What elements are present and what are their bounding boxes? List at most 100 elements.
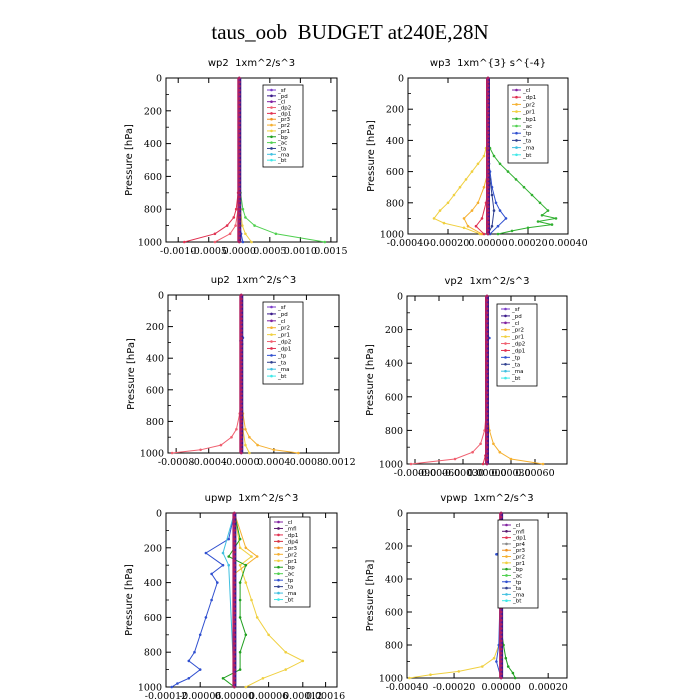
zero-profile-point <box>486 96 490 99</box>
series-point <box>210 598 213 602</box>
series-point <box>234 207 238 211</box>
y-tick-label: 200 <box>144 106 162 117</box>
x-tick-label: 0.00012 <box>283 691 322 700</box>
legend-label: _dp2 <box>277 340 291 346</box>
zero-profile-point <box>237 195 241 199</box>
y-tick-label: 0 <box>397 509 403 520</box>
x-tick-label: 0.00020 <box>508 238 547 249</box>
series-point <box>492 154 496 158</box>
series-point <box>550 223 554 226</box>
zero-profile-point <box>239 412 243 415</box>
zero-profile-point <box>237 109 241 113</box>
series-line-dp1 <box>184 78 240 243</box>
x-tick-label: -0.00020 <box>427 238 470 249</box>
zero-profile-point <box>485 378 489 382</box>
legend-marker <box>505 530 508 533</box>
plot-title: vpwp 1xm^2/s^3 <box>440 493 533 504</box>
zero-profile-point <box>237 228 241 232</box>
zero-profile-point <box>239 317 243 321</box>
legend-marker <box>505 542 508 546</box>
zero-profile-point <box>237 170 241 174</box>
legend-label: _mfl <box>284 526 297 532</box>
zero-profile-point <box>237 142 241 146</box>
legend-marker <box>515 131 518 135</box>
legend-marker <box>505 586 508 590</box>
zero-profile-point <box>485 399 489 403</box>
zero-profile-point <box>486 166 490 170</box>
legend-marker <box>270 340 273 343</box>
zero-profile-point <box>499 660 503 663</box>
series-point <box>458 185 462 189</box>
series-point <box>176 682 179 685</box>
legend-marker <box>277 591 280 595</box>
series-point <box>227 537 230 541</box>
zero-profile-point <box>239 305 243 309</box>
zero-profile-point <box>485 391 489 394</box>
y-tick-label: 600 <box>385 608 403 619</box>
legend-marker <box>270 129 273 133</box>
zero-profile-point <box>486 115 490 119</box>
zero-profile-point <box>485 374 489 378</box>
legend-marker <box>504 307 507 311</box>
series-point <box>522 185 526 189</box>
x-tick-label: 0.00030 <box>491 468 530 479</box>
zero-profile-point <box>485 336 489 340</box>
zero-profile-point <box>486 174 490 177</box>
legend-label: _dp2 <box>277 106 291 112</box>
legend-marker <box>515 153 518 157</box>
zero-profile-point <box>239 313 243 317</box>
zero-profile-point <box>239 400 243 404</box>
zero-profile-point <box>237 166 241 170</box>
series-point <box>481 462 485 466</box>
plot-frame <box>406 512 568 679</box>
series-point <box>498 209 502 212</box>
legend-label: _dp1 <box>522 95 536 101</box>
zero-profile-point <box>239 392 243 396</box>
legend-label: _ma <box>522 146 534 152</box>
zero-profile-point <box>499 655 503 659</box>
zero-profile-point <box>486 185 490 189</box>
x-tick-label: -0.00030 <box>442 468 485 479</box>
legend-label: _dp1 <box>511 348 525 354</box>
series-point <box>470 209 474 212</box>
legend-marker <box>515 95 518 99</box>
zero-profile-point <box>233 520 236 524</box>
zero-profile-point <box>499 618 503 622</box>
y-tick-label: 800 <box>385 426 403 437</box>
legend-marker <box>504 328 507 332</box>
zero-profile-point <box>237 76 241 80</box>
series-point <box>494 201 498 205</box>
zero-profile-point <box>233 668 236 671</box>
y-tick-label: 0 <box>158 291 164 302</box>
legend-label: _cl <box>277 319 286 325</box>
zero-profile-point <box>237 162 241 166</box>
series-point <box>230 435 233 439</box>
legend-label: _sf <box>511 307 521 313</box>
series-point <box>479 442 482 446</box>
series-point <box>471 450 474 454</box>
zero-profile-point <box>499 610 503 614</box>
zero-profile-point <box>237 121 241 125</box>
legend-label: _tp <box>512 580 522 586</box>
series-point <box>297 451 300 455</box>
y-tick-label: 0 <box>156 74 162 85</box>
x-tick-label: 0.0000 <box>223 246 256 257</box>
zero-profile-point <box>233 546 236 550</box>
legend-marker <box>515 88 518 92</box>
zero-profile-point <box>239 435 243 439</box>
zero-profile-point <box>486 181 490 185</box>
legend-label: _pd <box>511 314 522 320</box>
legend: _cl_dp1_pr2 _pr1_bp1_ac_tp_ta _ma_bt <box>507 84 549 164</box>
y-tick-label: 0 <box>398 74 404 85</box>
zero-profile-point <box>485 353 489 357</box>
y-tick-label: 1000 <box>138 238 162 249</box>
legend-label: _bt <box>284 598 294 604</box>
zero-profile-point <box>237 199 241 203</box>
x-tick-label: 0.0012 <box>322 457 355 468</box>
series-point <box>438 209 442 212</box>
series-point <box>284 650 288 654</box>
zero-profile-point <box>233 637 236 641</box>
zero-profile-point <box>237 240 241 244</box>
legend-marker <box>277 559 280 563</box>
zero-profile-point <box>499 672 503 676</box>
